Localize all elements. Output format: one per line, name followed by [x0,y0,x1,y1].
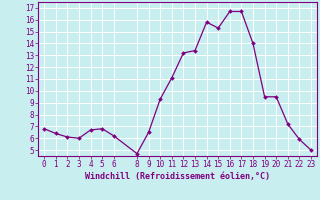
X-axis label: Windchill (Refroidissement éolien,°C): Windchill (Refroidissement éolien,°C) [85,172,270,181]
